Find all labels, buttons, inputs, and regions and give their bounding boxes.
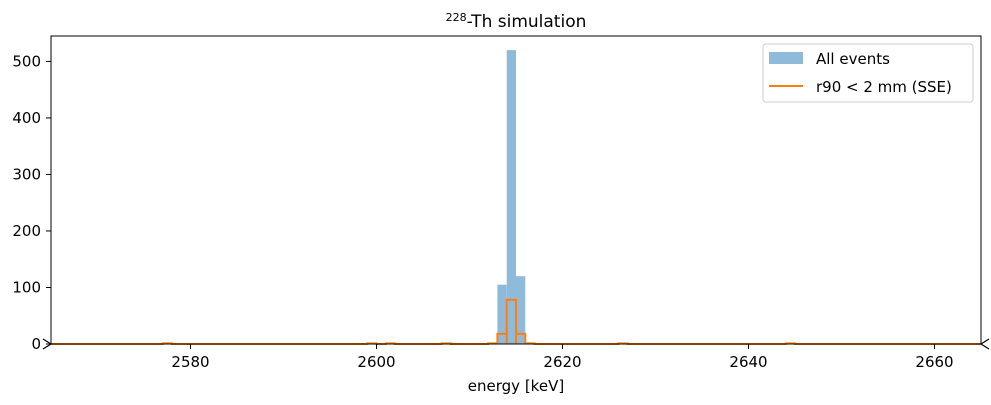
y-axis-ticks: 0 100 200 300 400 500 [12, 52, 51, 353]
x-tick-label-2580: 2580 [171, 353, 209, 371]
y-tick-label-400: 400 [12, 109, 41, 127]
x-tick-label-2620: 2620 [543, 353, 581, 371]
legend-label-sse: r90 < 2 mm (SSE) [816, 78, 952, 96]
sse-step-line [51, 298, 981, 345]
all-events-bars [497, 50, 526, 344]
x-tick-label-2640: 2640 [729, 353, 767, 371]
plot-frame [50, 35, 982, 345]
chart-title-superscript: 228 [446, 11, 467, 24]
legend-label-all-events: All events [816, 50, 890, 68]
chart-title: 228-Th simulation [446, 11, 587, 32]
y-tick-label-0: 0 [31, 335, 41, 353]
x-tick-label-2600: 2600 [357, 353, 395, 371]
bar-all-events-0 [497, 284, 507, 344]
y-tick-label-300: 300 [12, 165, 41, 183]
bar-all-events-1 [506, 50, 516, 344]
legend: All events r90 < 2 mm (SSE) [762, 43, 974, 103]
y-tick-label-500: 500 [12, 52, 41, 70]
y-tick-label-100: 100 [12, 278, 41, 296]
x-axis-label: energy [keV] [468, 377, 564, 395]
legend-swatch-all-events [769, 52, 803, 64]
bar-all-events-2 [516, 276, 526, 344]
x-axis-right-arrow-marker [980, 338, 990, 350]
x-axis-left-arrow-marker [42, 338, 52, 350]
chart-title-main: -Th simulation [467, 12, 587, 32]
step-line-sse [51, 298, 981, 345]
x-tick-label-2660: 2660 [915, 353, 953, 371]
legend-box [762, 43, 974, 103]
x-axis-ticks: 2580 2600 2620 2640 2660 [171, 344, 954, 371]
y-tick-label-200: 200 [12, 222, 41, 240]
